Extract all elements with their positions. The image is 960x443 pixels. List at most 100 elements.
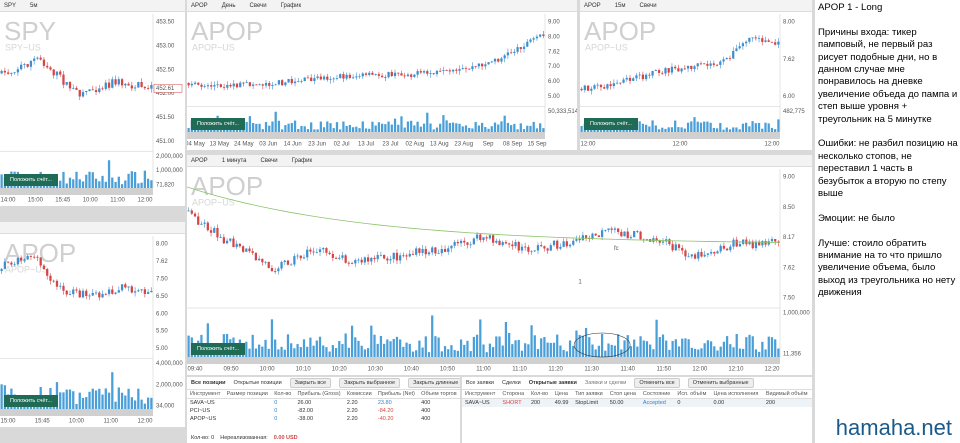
volume-bar [419,126,422,132]
candle-body [0,268,3,272]
candle-body [72,289,75,295]
volume-bar [373,334,376,357]
volume-bar [761,128,764,132]
x-tick-label: 10:00 [83,198,99,204]
panel-button[interactable]: Положить счёт... [191,118,245,130]
x-tick-label: 13 Jul [358,142,374,148]
candle-body [604,229,607,231]
volume-bar [506,122,510,132]
x-tick-label: 24 May [234,142,254,148]
button[interactable]: Закрыть все [289,378,332,388]
volume-bar [540,338,543,357]
candle-body [225,240,229,244]
volume-label: 2,000,000 [156,154,183,160]
candle-body [146,292,150,294]
candle-body [380,75,384,78]
x-tick-label: 12:00 [764,142,780,148]
candle-body [709,63,712,66]
panel-button[interactable]: Положить счёт... [584,118,638,130]
volume-bar [475,334,479,357]
volume-bar [529,125,532,132]
volume-bar [580,125,583,132]
volume-bar [742,348,745,357]
panel-header: APOP 1 минута Свечи График [187,155,812,167]
candle-body [251,251,254,253]
candle-body [368,72,371,75]
panel-button[interactable]: Положить счёт... [4,174,58,186]
candle-body [770,239,774,242]
notes-paragraph: Лучше: стоило обратить внимание на то чт… [818,237,956,299]
price-label: 452.61 [156,86,175,92]
volume-bar [114,181,117,188]
volume-bar [674,339,677,357]
panel-button[interactable]: Положить счёт... [191,343,245,355]
volume-bar [377,122,381,132]
cell: SHORT [502,400,522,406]
volume-bar [187,335,190,357]
volume-bar [758,351,761,357]
candle-body [661,241,665,243]
candle-body [681,247,684,251]
candle-body [0,70,3,74]
volume-label: 1,000,000 [783,311,810,317]
volume-label: 11,356 [783,352,802,358]
candle-body [546,248,549,251]
volume-bar [68,177,72,188]
volume-bar [533,335,536,357]
x-tick-label: 08 Sep [503,142,523,148]
candle-body [187,83,190,86]
button[interactable]: Отменить все [634,378,680,388]
candle-body [101,88,104,90]
candle-body [645,239,649,240]
candle-body [458,69,461,71]
candle-body [137,82,140,88]
x-tick-label: 02 Jul [334,142,350,148]
volume-bar [133,172,137,188]
tab[interactable]: Открытые позиции [233,380,282,386]
button[interactable]: Закрыть длинные [408,378,460,388]
volume-bar [484,127,487,132]
volume-bar [59,180,62,188]
tab[interactable]: Все заявки [466,380,494,386]
volume-bar [427,352,431,357]
tab[interactable]: Открытые заявки [528,380,577,386]
volume-bar [339,129,342,132]
volume-bar [764,122,767,132]
cell: 50.00 [609,400,624,406]
candle-body [137,290,140,292]
candle-body [348,74,352,78]
button[interactable]: Закрыть выбранное [339,378,401,388]
volume-bar [764,349,767,357]
volume-bar [657,129,661,132]
candle-body [190,83,193,86]
volume-bar [477,125,481,132]
panel-button[interactable]: Положить счёт... [4,395,58,407]
candle-body [29,60,33,67]
volume-bar [418,340,421,357]
button[interactable]: Отменить выбранные [687,378,754,388]
volume-bar [770,337,774,357]
tab[interactable]: Сделки [501,380,521,386]
volume-bar [639,336,642,357]
candle-body [578,239,581,241]
cell [224,407,272,415]
volume-bar [667,127,670,132]
candle-body [408,253,411,257]
candle-body [197,82,200,85]
volume-bar [674,120,677,132]
volume-bar [532,121,535,132]
volume-bar [584,327,588,357]
cell [224,399,272,408]
candle-body [484,64,487,67]
candle-body [120,284,124,291]
candle-body [532,38,535,40]
tab[interactable]: Все позиции [191,380,226,386]
volume-label: 71,820 [156,183,175,189]
candle-body [536,245,540,251]
volume-bar [65,183,68,188]
candle-body [318,249,322,252]
volume-bar [124,180,127,188]
candle-body [111,289,114,294]
candle-body [439,70,442,72]
volume-bar [422,123,426,132]
